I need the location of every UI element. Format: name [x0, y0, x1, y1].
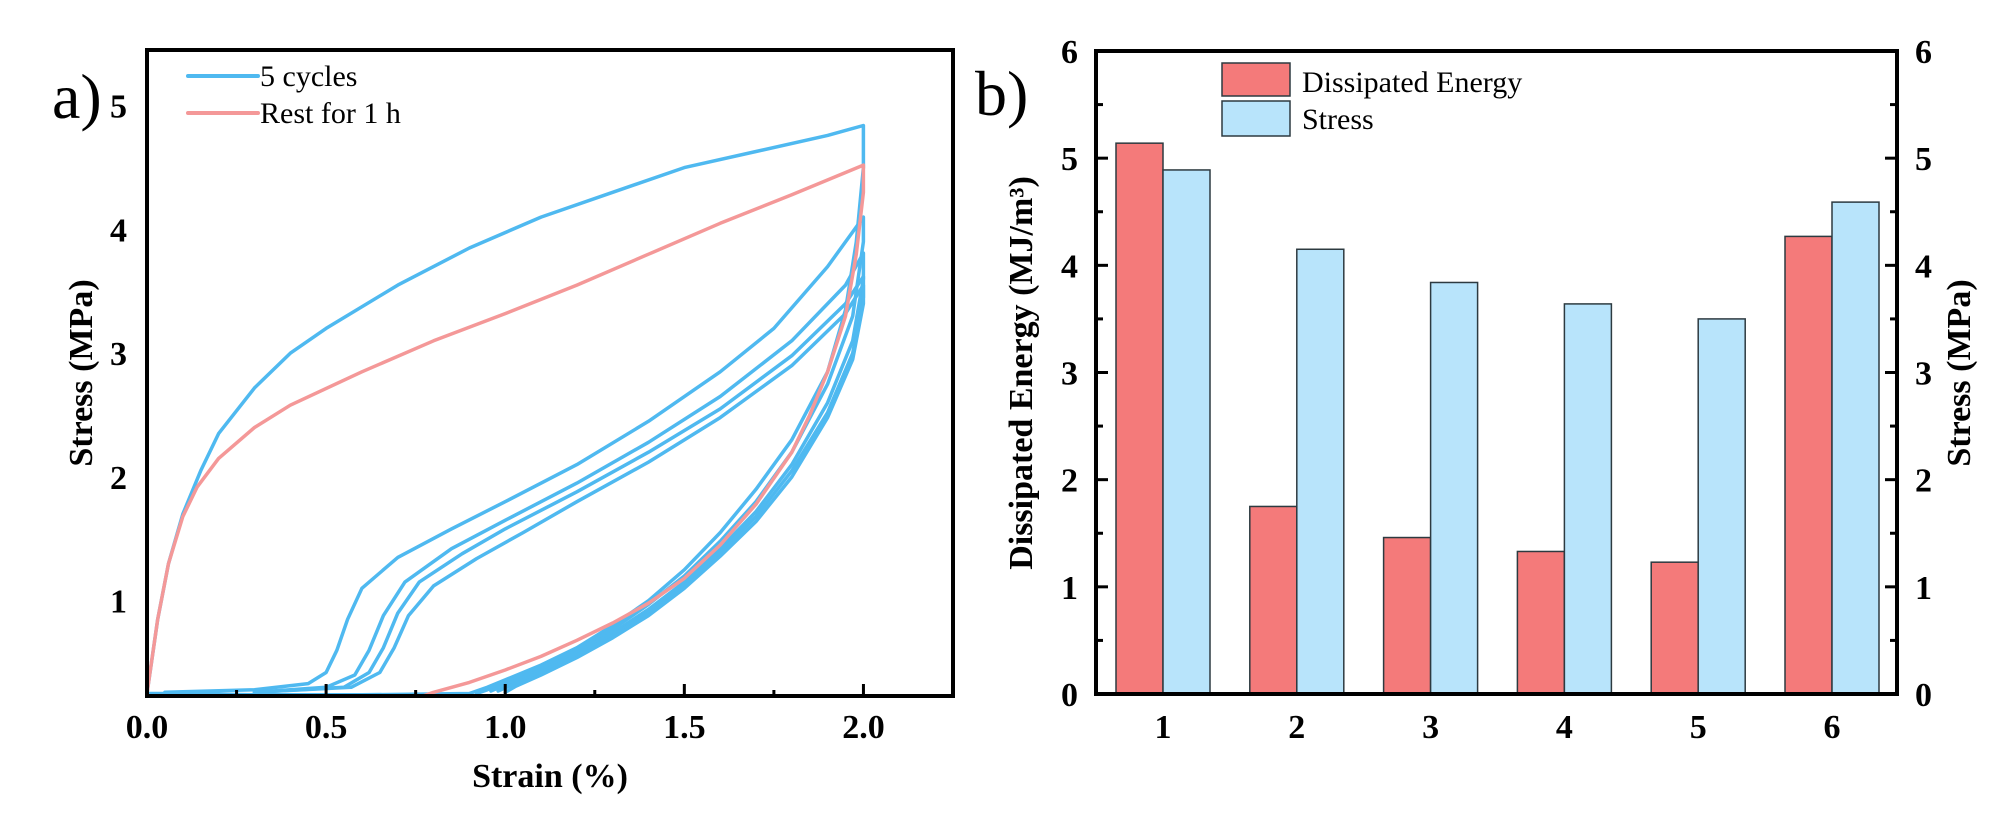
left-y-tick-label: 4: [1061, 248, 1078, 285]
bars-group: [1115, 142, 1880, 695]
legend-label-stress: Stress: [1302, 103, 1374, 136]
curves-group: [145, 123, 866, 698]
left-y-tick-label: 0: [1061, 677, 1078, 714]
x-tick-label: 1: [1155, 709, 1172, 746]
right-y-axis-title: Stress (MPa): [1941, 279, 1978, 466]
x-axis-ticks: 1 2 3 4 5 6: [1155, 709, 1841, 746]
x-tick-label: 1.5: [663, 709, 706, 746]
bar-dissipated-energy: [1115, 142, 1164, 695]
bar-dissipated-energy: [1249, 505, 1298, 695]
bar-stress: [1296, 248, 1345, 695]
y-tick-label: 3: [110, 336, 127, 373]
right-y-tick-label: 3: [1915, 356, 1932, 393]
series-cycle-1-line: [145, 123, 866, 697]
y-tick-label: 1: [110, 584, 127, 621]
y-tick-label: 2: [110, 460, 127, 497]
x-axis-ticks: 0.0 0.5 1.0 1.5 2.0: [126, 684, 885, 746]
left-y-tick-label: 5: [1061, 141, 1078, 178]
y-tick-label: 5: [110, 89, 127, 126]
x-tick-label: 2.0: [842, 709, 885, 746]
bar-stress: [1563, 303, 1613, 695]
plot-frame: [1094, 49, 1899, 696]
bar-dissipated-energy: [1650, 561, 1699, 695]
series-cycle-5-line: [252, 283, 866, 695]
right-y-tick-label: 0: [1915, 677, 1932, 714]
left-y-tick-label: 1: [1061, 570, 1078, 607]
x-axis-title: Strain (%): [472, 758, 628, 795]
right-y-tick-label: 1: [1915, 570, 1932, 607]
series-rest-line: [145, 163, 866, 698]
series-cycle-2-line: [163, 215, 866, 696]
plot-frame: [145, 48, 955, 698]
x-tick-label: 6: [1824, 709, 1841, 746]
y-tick-label: 4: [110, 212, 127, 249]
bar-stress: [1429, 281, 1479, 695]
x-tick-label: 1.0: [484, 709, 527, 746]
left-y-tick-label: 3: [1061, 356, 1078, 393]
x-tick-label: 5: [1690, 709, 1707, 746]
left-y-axis-title-text: Dissipated Energy (MJ/m³): [1003, 176, 1040, 570]
x-tick-label: 4: [1556, 709, 1573, 746]
legend-label-dissipated-energy: Dissipated Energy: [1302, 66, 1522, 99]
right-y-tick-label: 4: [1915, 248, 1932, 285]
panel-b-bar-chart: b) 1 2 3 4 5 6 0 1 2 3 4 5 6 0 1 2 3 4 5 6 Dissipated Ene…: [975, 34, 1978, 746]
x-tick-label: 0.0: [126, 709, 169, 746]
series-cycle-3-line: [252, 251, 866, 695]
right-y-tick-label: 2: [1915, 463, 1932, 500]
bar-stress: [1697, 318, 1746, 695]
x-tick-label: 3: [1422, 709, 1439, 746]
legend: Dissipated Energy Stress: [1221, 62, 1522, 137]
bar-stress: [1831, 201, 1880, 695]
right-y-tick-label: 5: [1915, 141, 1932, 178]
right-y-tick-label: 6: [1915, 34, 1932, 71]
bar-dissipated-energy: [1516, 550, 1566, 695]
bar-dissipated-energy: [1382, 536, 1432, 695]
panel-a-stress-strain-chart: a) 0.0 0.5 1.0 1.5 2.0 1 2 3 4 5 Strain (%) Stre…: [52, 48, 955, 795]
x-tick-label: 0.5: [305, 709, 348, 746]
legend-swatch-dissipated-energy: [1221, 62, 1291, 97]
y-axis-ticks: 1 2 3 4 5: [110, 89, 127, 621]
bar-dissipated-energy: [1784, 235, 1833, 695]
legend-label-cycles: 5 cycles: [260, 60, 357, 93]
left-y-tick-label: 2: [1061, 463, 1078, 500]
panel-a-label: a): [52, 61, 102, 132]
left-y-axis-title: Dissipated Energy (MJ/m³): [1003, 176, 1040, 570]
bar-stress: [1162, 169, 1211, 695]
x-tick-label: 2: [1288, 709, 1305, 746]
left-y-tick-label: 6: [1061, 34, 1078, 71]
legend-swatch-stress: [1221, 100, 1291, 137]
legend: 5 cycles Rest for 1 h: [186, 60, 401, 130]
series-cycle-4-line: [252, 274, 866, 695]
panel-b-label: b): [975, 58, 1028, 129]
y-axis-title: Stress (MPa): [63, 279, 100, 466]
left-y-axis-ticks: 0 1 2 3 4 5 6: [1061, 34, 1108, 714]
legend-label-rest: Rest for 1 h: [260, 97, 401, 130]
right-y-axis-ticks: 0 1 2 3 4 5 6: [1885, 34, 1932, 714]
